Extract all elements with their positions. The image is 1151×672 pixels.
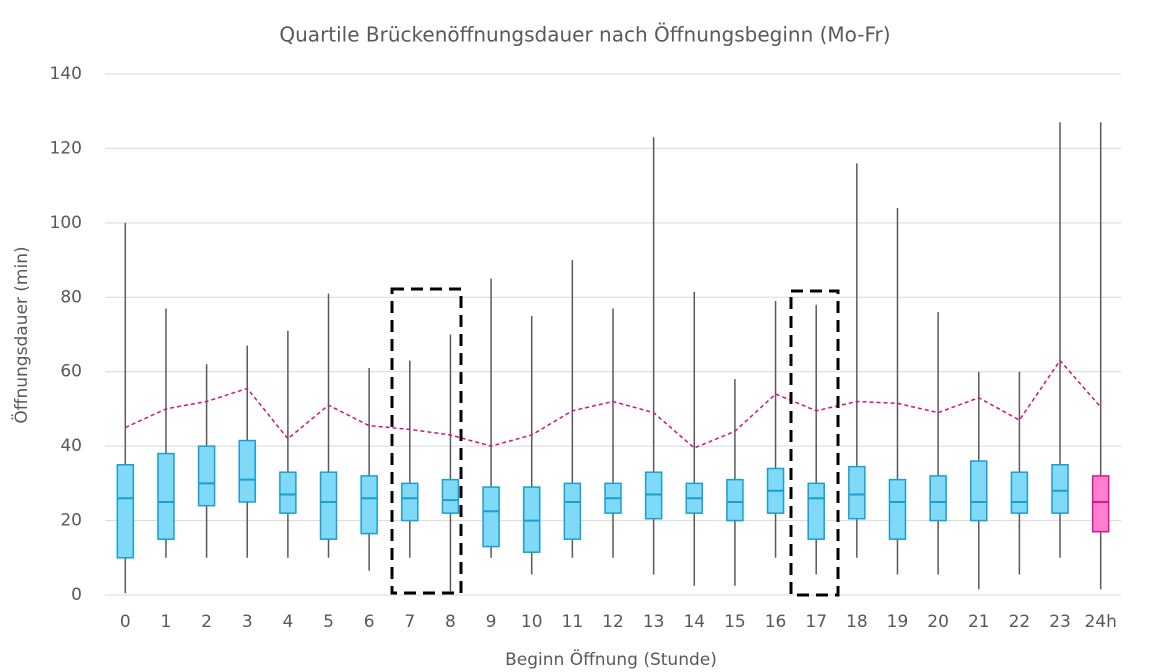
x-tick-label: 13 xyxy=(643,612,665,632)
x-tick-label: 12 xyxy=(602,612,624,632)
box xyxy=(401,482,419,522)
x-tick-label: 21 xyxy=(968,612,990,632)
box xyxy=(848,465,866,520)
y-axis-label: Öffnungsdauer (min) xyxy=(10,246,32,423)
x-tick-label: 7 xyxy=(404,612,415,632)
box xyxy=(1091,475,1110,533)
box xyxy=(563,482,582,540)
x-tick-label: 5 xyxy=(323,612,334,632)
x-tick-label: 16 xyxy=(765,612,787,632)
x-axis-label: Beginn Öffnung (Stunde) xyxy=(505,648,717,670)
x-tick-label: 4 xyxy=(282,612,293,632)
x-tick-label: 17 xyxy=(805,612,827,632)
box xyxy=(157,452,175,540)
x-tick-label: 3 xyxy=(242,612,253,632)
x-tick-label: 18 xyxy=(846,612,868,632)
y-tick-label: 0 xyxy=(71,585,82,605)
x-tick-label: 22 xyxy=(1009,612,1031,632)
box xyxy=(970,460,988,522)
x-tick-label: 11 xyxy=(562,612,584,632)
box xyxy=(482,486,500,548)
x-tick-label: 19 xyxy=(887,612,909,632)
mean-line xyxy=(125,359,1102,449)
box xyxy=(1051,464,1069,514)
x-tick-label: 2 xyxy=(201,612,212,632)
x-tick-label: 6 xyxy=(364,612,375,632)
box xyxy=(360,475,378,535)
highlight-frame xyxy=(789,289,840,597)
box xyxy=(1010,471,1029,514)
box xyxy=(441,478,460,514)
x-tick-label: 1 xyxy=(161,612,172,632)
y-tick-label: 80 xyxy=(60,287,82,307)
box xyxy=(807,482,825,540)
x-tick-label: 10 xyxy=(521,612,543,632)
box xyxy=(238,439,256,503)
chart-title: Quartile Brückenöffnungsdauer nach Öffnu… xyxy=(279,23,890,47)
box xyxy=(197,445,216,507)
box xyxy=(888,478,907,540)
box xyxy=(319,471,338,540)
y-tick-label: 120 xyxy=(50,138,82,158)
box xyxy=(929,475,947,522)
box xyxy=(279,471,297,514)
x-tick-label: 15 xyxy=(724,612,746,632)
y-tick-label: 100 xyxy=(50,213,82,233)
highlight-frame xyxy=(390,287,463,595)
y-tick-label: 140 xyxy=(50,64,82,84)
y-tick-label: 60 xyxy=(60,362,82,382)
y-tick-label: 20 xyxy=(60,511,82,531)
x-tick-label: 14 xyxy=(683,612,705,632)
x-tick-label: 20 xyxy=(927,612,949,632)
x-tick-label: 23 xyxy=(1049,612,1071,632)
box xyxy=(116,464,135,559)
y-tick-label: 40 xyxy=(60,436,82,456)
x-tick-label: 9 xyxy=(486,612,497,632)
x-tick-label: 0 xyxy=(120,612,131,632)
x-tick-label: 24h xyxy=(1084,612,1116,632)
box xyxy=(726,478,744,522)
x-tick-label: 8 xyxy=(445,612,456,632)
